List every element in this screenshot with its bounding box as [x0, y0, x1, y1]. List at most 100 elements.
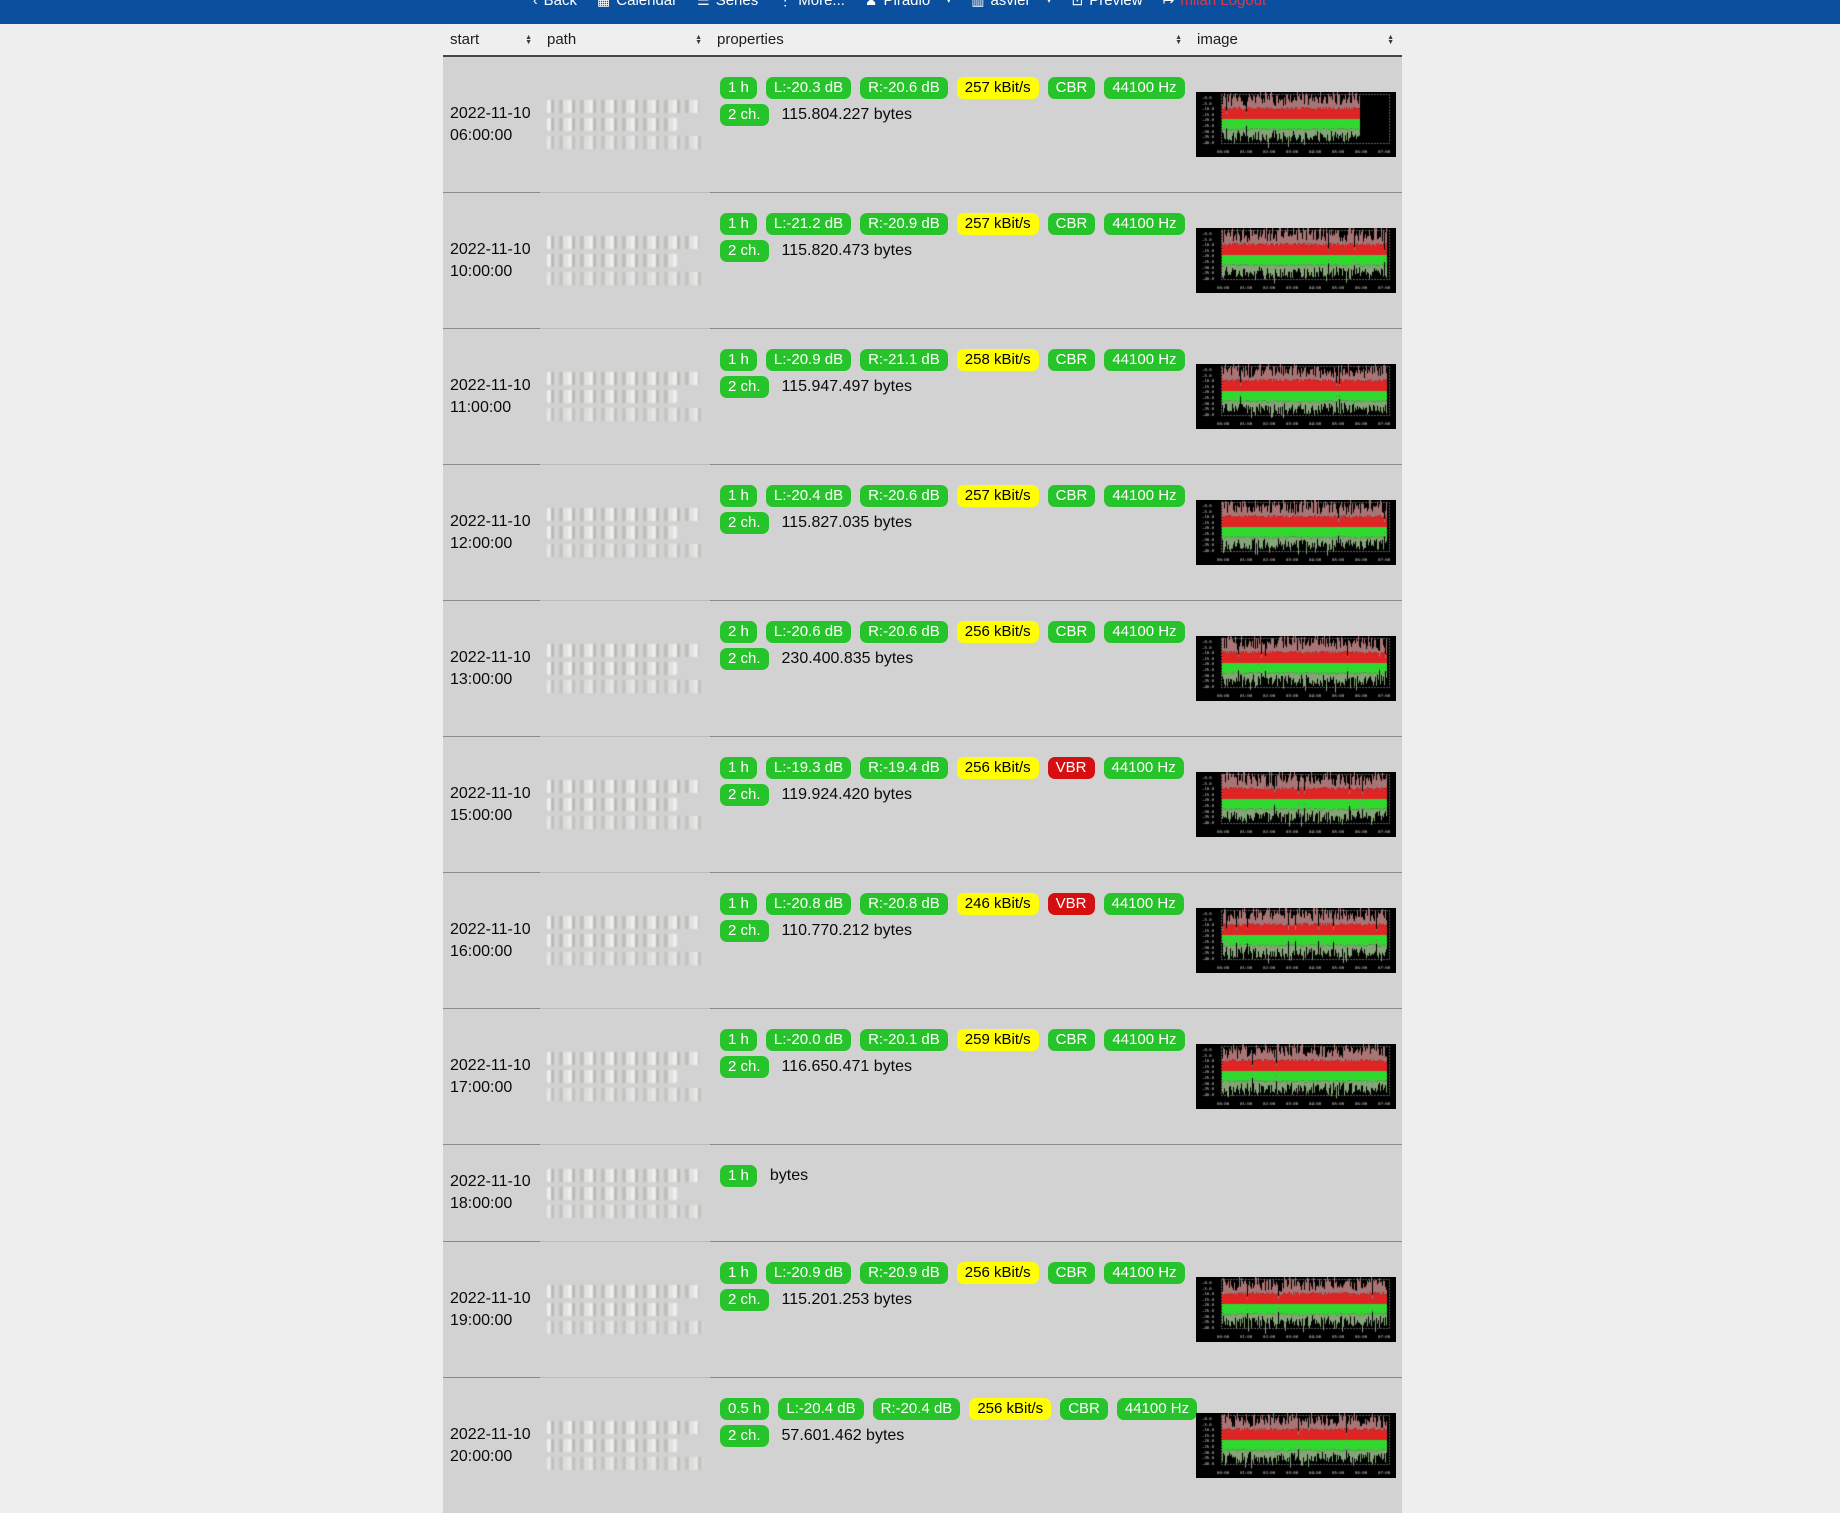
- properties-line-2: 2 ch.115.827.035 bytes: [720, 512, 1190, 534]
- waveform-thumbnail[interactable]: [1196, 1413, 1396, 1478]
- bytes-text: 116.650.471 bytes: [782, 1058, 912, 1076]
- nav-item-calendar[interactable]: ▦Calendar: [597, 0, 677, 9]
- path-cell: [540, 329, 710, 465]
- samplerate-badge: 44100 Hz: [1104, 757, 1184, 779]
- level-right-badge: R:-20.1 dB: [860, 1029, 948, 1051]
- waveform-thumbnail[interactable]: [1196, 1277, 1396, 1342]
- start-date: 2022-11-10: [450, 1424, 540, 1446]
- mode-badge: CBR: [1048, 213, 1096, 235]
- start-date: 2022-11-10: [450, 103, 540, 125]
- column-header-label: image: [1197, 31, 1238, 48]
- redacted-path-line: [547, 136, 705, 149]
- recordings-table: start ▲▼ path▲▼properties▲▼image▲▼ 2022-11…: [443, 24, 1402, 1513]
- start-time: 13:00:00: [450, 669, 540, 691]
- start-date: 2022-11-10: [450, 1288, 540, 1310]
- samplerate-badge: 44100 Hz: [1104, 893, 1184, 915]
- nav-item-label: Series: [716, 0, 759, 9]
- column-header-path[interactable]: path▲▼: [540, 24, 710, 56]
- bitrate-badge: 259 kBit/s: [957, 1029, 1039, 1051]
- chevron-down-icon[interactable]: ▾: [946, 0, 951, 6]
- level-right-badge: R:-20.6 dB: [860, 621, 948, 643]
- bytes-text: 119.924.420 bytes: [782, 786, 912, 804]
- column-header-label: start: [450, 31, 479, 48]
- nav-item-piradio[interactable]: ♟Piradio▾: [865, 0, 951, 9]
- waveform-thumbnail[interactable]: [1196, 92, 1396, 157]
- channels-badge: 2 ch.: [720, 512, 769, 534]
- mode-badge: CBR: [1048, 1262, 1096, 1284]
- redacted-path-line: [547, 544, 705, 557]
- redacted-path-line: [547, 272, 705, 285]
- duration-badge: 1 h: [720, 757, 757, 779]
- nav-item-more-[interactable]: ⋮More...: [778, 0, 845, 9]
- properties-line-2: 2 ch.115.804.227 bytes: [720, 104, 1190, 126]
- nav-item-series[interactable]: ☰ Series: [697, 0, 758, 9]
- nav-item-preview[interactable]: ⊡Preview: [1072, 0, 1143, 9]
- redacted-path: [540, 916, 710, 965]
- redacted-path-line: [547, 372, 699, 385]
- waveform-thumbnail[interactable]: [1196, 364, 1396, 429]
- redacted-path: [540, 1052, 710, 1101]
- series-list-icon: ☰: [697, 0, 710, 7]
- samplerate-badge: 44100 Hz: [1104, 1262, 1184, 1284]
- navbar-items: ‹Back▦Calendar☰Series⋮More...♟Piradio▾▥a…: [533, 0, 1266, 20]
- more-dots-icon: ⋮: [778, 0, 792, 7]
- column-header-start[interactable]: start ▲▼: [443, 24, 540, 56]
- path-cell: [540, 873, 710, 1009]
- sort-icon: ▲▼: [525, 35, 532, 45]
- redacted-path-line: [547, 236, 699, 249]
- column-header-image[interactable]: image▲▼: [1190, 24, 1402, 56]
- duration-badge: 1 h: [720, 1165, 757, 1187]
- start-time: 10:00:00: [450, 261, 540, 283]
- channels-badge: 2 ch.: [720, 648, 769, 670]
- redacted-path-line: [547, 1169, 699, 1182]
- redacted-path-line: [547, 1088, 705, 1101]
- path-cell: [540, 1009, 710, 1145]
- nav-item-back[interactable]: ‹Back: [533, 0, 577, 9]
- bytes-text: 115.201.253 bytes: [782, 1291, 912, 1309]
- redacted-path-line: [547, 526, 677, 539]
- nav-item-asvier[interactable]: ▥asvier▾: [971, 0, 1051, 9]
- bitrate-badge: 256 kBit/s: [957, 1262, 1039, 1284]
- level-left-badge: L:-20.4 dB: [778, 1398, 863, 1420]
- nav-item-milan-logout[interactable]: ↦milan Logout: [1163, 0, 1267, 9]
- waveform-thumbnail[interactable]: [1196, 772, 1396, 837]
- redacted-path-line: [547, 816, 705, 829]
- column-header-label: path: [547, 31, 576, 48]
- start-date: 2022-11-10: [450, 1055, 540, 1077]
- nav-item-label: asvier: [990, 0, 1030, 9]
- redacted-path-line: [547, 934, 677, 947]
- mode-badge: VBR: [1048, 757, 1095, 779]
- waveform-thumbnail[interactable]: [1196, 636, 1396, 701]
- chevron-down-icon[interactable]: ▾: [1046, 0, 1051, 6]
- sort-down-arrow: ▼: [1387, 40, 1394, 45]
- waveform-thumbnail[interactable]: [1196, 1044, 1396, 1109]
- waveform-thumbnail[interactable]: [1196, 908, 1396, 973]
- channels-badge: 2 ch.: [720, 920, 769, 942]
- column-header-properties[interactable]: properties▲▼: [710, 24, 1190, 56]
- start-date: 2022-11-10: [450, 1171, 540, 1193]
- redacted-path: [540, 236, 710, 285]
- waveform-thumbnail[interactable]: [1196, 228, 1396, 293]
- sort-down-arrow: ▼: [525, 40, 532, 45]
- redacted-path-line: [547, 408, 705, 421]
- waveform-thumbnail[interactable]: [1196, 500, 1396, 565]
- redacted-path-line: [547, 798, 677, 811]
- redacted-path-line: [547, 508, 699, 521]
